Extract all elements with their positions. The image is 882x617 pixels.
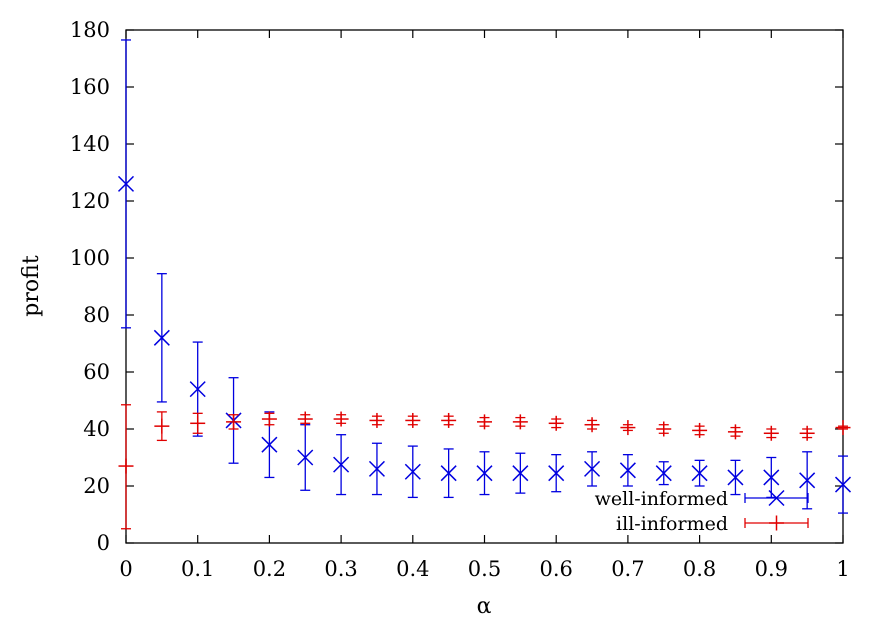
series-well-informed bbox=[117, 39, 852, 514]
well-informed-point bbox=[368, 442, 385, 496]
well-informed-point bbox=[727, 459, 744, 496]
y-tick-labels: 0 20 40 60 80 100 120 140 160 180 bbox=[70, 18, 110, 555]
y-tick-label: 20 bbox=[83, 474, 110, 498]
well-informed-marker bbox=[404, 463, 421, 480]
well-informed-marker bbox=[512, 465, 529, 482]
well-informed-point bbox=[584, 451, 601, 487]
well-informed-marker bbox=[440, 465, 457, 482]
legend-key-well-informed bbox=[744, 489, 809, 507]
axis-ticks bbox=[125, 29, 844, 544]
ill-informed-point bbox=[333, 411, 349, 427]
well-informed-marker bbox=[727, 469, 744, 486]
well-informed-point bbox=[333, 434, 350, 496]
x-tick-label: 0.5 bbox=[468, 557, 501, 581]
well-informed-marker bbox=[584, 460, 601, 477]
ill-informed-point bbox=[118, 404, 134, 530]
well-informed-point bbox=[404, 445, 421, 499]
y-tick-label: 0 bbox=[97, 531, 110, 555]
legend-label-well-informed: well-informed bbox=[595, 488, 728, 510]
y-tick-label: 180 bbox=[70, 18, 110, 42]
series-layer bbox=[117, 39, 852, 530]
well-informed-point bbox=[153, 273, 170, 403]
ill-informed-point bbox=[512, 414, 528, 430]
ill-informed-point bbox=[154, 411, 170, 442]
ill-informed-point bbox=[226, 414, 242, 430]
ill-informed-point bbox=[656, 421, 672, 437]
x-tick-label: 0.9 bbox=[755, 557, 788, 581]
series-ill-informed bbox=[118, 404, 851, 530]
x-tick-label: 0.2 bbox=[253, 557, 286, 581]
well-informed-marker bbox=[261, 436, 278, 453]
well-informed-marker bbox=[548, 465, 565, 482]
y-axis-title: profit bbox=[19, 255, 44, 317]
well-informed-marker bbox=[189, 381, 206, 398]
ill-informed-point bbox=[190, 412, 206, 434]
ill-informed-point bbox=[297, 411, 313, 427]
well-informed-marker bbox=[763, 469, 780, 486]
well-informed-point bbox=[799, 451, 816, 510]
well-informed-point bbox=[619, 453, 636, 487]
well-informed-legend-marker bbox=[768, 489, 785, 507]
well-informed-point bbox=[691, 459, 708, 487]
ill-informed-point bbox=[763, 425, 779, 441]
well-informed-point bbox=[440, 448, 457, 499]
x-tick-label: 0 bbox=[119, 557, 132, 581]
well-informed-point bbox=[117, 39, 135, 329]
y-tick-label: 80 bbox=[83, 303, 110, 327]
x-tick-label: 0.6 bbox=[539, 557, 572, 581]
well-informed-marker bbox=[799, 472, 816, 489]
well-informed-marker bbox=[655, 465, 672, 482]
well-informed-point bbox=[512, 452, 529, 494]
ill-informed-point bbox=[727, 424, 743, 440]
ill-informed-point bbox=[620, 420, 636, 436]
well-informed-marker bbox=[619, 462, 636, 479]
y-tick-label: 140 bbox=[70, 132, 110, 156]
ill-informed-point bbox=[584, 417, 600, 433]
ill-informed-point bbox=[441, 412, 457, 428]
legend: well-informed ill-informed bbox=[595, 488, 809, 535]
ill-informed-point bbox=[692, 422, 708, 438]
x-tick-label: 0.7 bbox=[611, 557, 644, 581]
y-tick-label: 120 bbox=[70, 189, 110, 213]
y-tick-label: 100 bbox=[70, 246, 110, 270]
well-informed-point bbox=[548, 453, 565, 493]
x-tick-label: 0.1 bbox=[181, 557, 214, 581]
well-informed-point bbox=[763, 456, 780, 499]
well-informed-marker bbox=[153, 329, 170, 346]
x-tick-label: 1 bbox=[836, 557, 849, 581]
well-informed-marker bbox=[333, 456, 350, 473]
legend-key-ill-informed bbox=[744, 515, 809, 531]
well-informed-marker bbox=[834, 476, 852, 493]
y-tick-label: 40 bbox=[83, 417, 110, 441]
well-informed-marker bbox=[368, 460, 385, 477]
well-informed-marker bbox=[476, 465, 493, 482]
ill-informed-point bbox=[369, 412, 385, 428]
well-informed-marker bbox=[117, 175, 135, 192]
well-informed-point bbox=[834, 455, 852, 514]
ill-informed-point bbox=[548, 415, 564, 431]
x-tick-labels: 0 0.1 0.2 0.3 0.4 0.5 0.6 0.7 0.8 0.9 1 bbox=[119, 557, 849, 581]
ill-informed-point bbox=[405, 412, 421, 428]
y-tick-label: 160 bbox=[70, 75, 110, 99]
well-informed-point bbox=[297, 424, 314, 491]
legend-label-ill-informed: ill-informed bbox=[616, 513, 728, 535]
well-informed-marker bbox=[691, 465, 708, 482]
x-axis-title: α bbox=[477, 594, 492, 617]
well-informed-point bbox=[655, 461, 672, 486]
ill-informed-point bbox=[835, 420, 851, 436]
well-informed-point bbox=[476, 451, 493, 496]
ill-informed-point bbox=[799, 425, 815, 441]
ill-informed-point bbox=[261, 411, 277, 427]
x-tick-label: 0.8 bbox=[683, 557, 716, 581]
ill-informed-point bbox=[477, 414, 492, 430]
well-informed-marker bbox=[297, 449, 314, 466]
y-tick-label: 60 bbox=[83, 360, 110, 384]
x-tick-label: 0.3 bbox=[324, 557, 357, 581]
x-tick-label: 0.4 bbox=[396, 557, 429, 581]
